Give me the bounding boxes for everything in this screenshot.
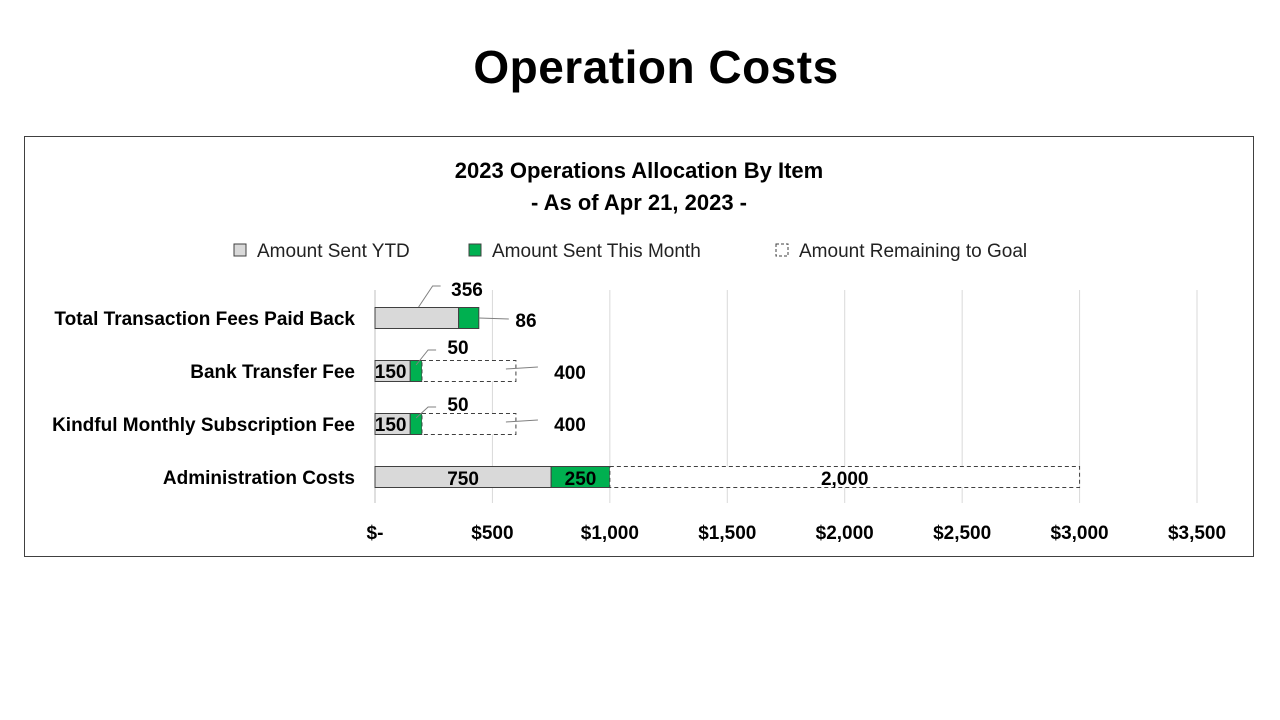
bar-segment [374, 307, 460, 329]
legend-swatch [775, 243, 789, 257]
data-label: 86 [515, 311, 536, 332]
x-tick-label: $500 [471, 523, 513, 544]
data-label: 50 [447, 395, 468, 416]
bar-segment [421, 360, 517, 382]
legend-swatch [468, 243, 482, 257]
leader-line [418, 285, 441, 308]
x-tick-label: $- [367, 523, 384, 544]
data-label: 400 [554, 415, 586, 436]
leader-line [415, 349, 437, 366]
category-label: Bank Transfer Fee [190, 362, 355, 383]
data-label: 2,000 [821, 469, 869, 490]
data-label: 150 [375, 415, 407, 436]
category-label: Total Transaction Fees Paid Back [54, 309, 355, 330]
data-label: 400 [554, 363, 586, 384]
leader-line [505, 419, 538, 423]
data-label: 250 [565, 469, 597, 490]
x-tick-label: $3,000 [1051, 523, 1109, 544]
slide-title: Operation Costs [473, 41, 839, 93]
category-label: Administration Costs [163, 468, 355, 489]
x-tick-label: $1,000 [581, 523, 639, 544]
chart-title: 2023 Operations Allocation By Item [455, 158, 823, 183]
leader-line [415, 406, 437, 419]
legend-swatch [233, 243, 247, 257]
legend-label: Amount Sent YTD [257, 241, 410, 262]
bar-segment [409, 360, 423, 382]
x-tick-label: $1,500 [698, 523, 756, 544]
data-label: 150 [375, 362, 407, 383]
bar-segment [609, 466, 1081, 488]
data-label: 356 [451, 280, 483, 301]
chart-frame: 2023 Operations Allocation By Item - As o… [24, 136, 1254, 557]
legend-label: Amount Remaining to Goal [799, 241, 1027, 262]
bar-segment [409, 413, 423, 435]
x-tick-label: $2,500 [933, 523, 991, 544]
legend-label: Amount Sent This Month [492, 241, 701, 262]
x-tick-label: $2,000 [816, 523, 874, 544]
bar-segment [458, 307, 480, 329]
stacked-bar-chart: 2023 Operations Allocation By Item - As o… [52, 158, 1226, 544]
data-label: 50 [447, 338, 468, 359]
category-label: Kindful Monthly Subscription Fee [52, 415, 355, 436]
x-tick-label: $3,500 [1168, 523, 1226, 544]
leader-line [478, 317, 509, 320]
chart-subtitle: - As of Apr 21, 2023 - [531, 190, 747, 215]
data-label: 750 [447, 469, 479, 490]
leader-line [505, 366, 538, 370]
bar-segment [421, 413, 517, 435]
